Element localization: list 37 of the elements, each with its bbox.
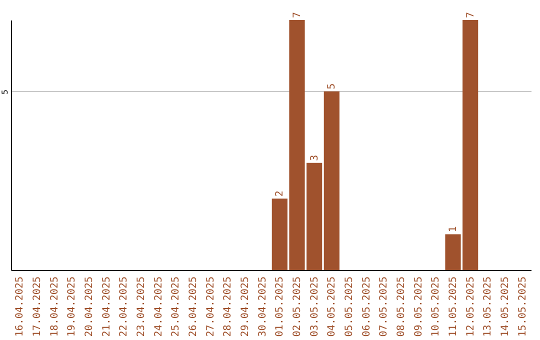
x-tick-label: 01.05.2025 — [274, 276, 286, 337]
x-tick-label: 02.05.2025 — [292, 276, 303, 337]
data-label: 3 — [309, 154, 320, 161]
x-tick-label: 26.04.2025 — [188, 276, 199, 337]
x-tick-label: 20.04.2025 — [84, 276, 95, 337]
x-tick-label: 17.04.2025 — [32, 276, 43, 337]
x-tick-label: 23.04.2025 — [136, 276, 147, 337]
bar — [324, 91, 340, 270]
x-tick-label: 12.05.2025 — [465, 276, 476, 337]
x-tick-label: 14.05.2025 — [500, 276, 511, 337]
data-label: 7 — [465, 12, 476, 18]
x-tick-label: 21.04.2025 — [101, 276, 112, 337]
x-tick-label: 05.05.2025 — [344, 276, 355, 337]
x-tick-label: 04.05.2025 — [326, 276, 338, 337]
x-tick-label: 29.04.2025 — [240, 276, 251, 337]
x-tick-label: 25.04.2025 — [170, 276, 182, 337]
data-label: 7 — [292, 12, 303, 18]
data-label: 1 — [448, 226, 459, 232]
x-tick-label: 06.05.2025 — [361, 276, 372, 337]
data-label: 5 — [326, 83, 338, 90]
x-tick-label: 24.04.2025 — [153, 276, 164, 337]
x-tick-label: 11.05.2025 — [448, 276, 459, 337]
x-tick-label: 15.05.2025 — [517, 276, 528, 337]
x-tick-label: 18.04.2025 — [49, 276, 60, 337]
x-tick-label: 10.05.2025 — [430, 276, 442, 337]
x-tick-label: 03.05.2025 — [309, 276, 320, 337]
x-tick-label: 07.05.2025 — [378, 276, 390, 337]
x-tick-label: 08.05.2025 — [396, 276, 407, 337]
x-tick-label: 22.04.2025 — [118, 276, 130, 337]
data-label: 2 — [274, 190, 286, 197]
x-tick-label: 09.05.2025 — [413, 276, 424, 337]
x-tick-label: 27.04.2025 — [205, 276, 216, 337]
x-tick-label: 13.05.2025 — [482, 276, 494, 337]
x-tick-label: 30.04.2025 — [257, 276, 268, 337]
x-tick-label: 28.04.2025 — [222, 276, 234, 337]
x-tick-label: 16.04.2025 — [14, 276, 26, 337]
x-tick-label: 19.04.2025 — [66, 276, 78, 337]
